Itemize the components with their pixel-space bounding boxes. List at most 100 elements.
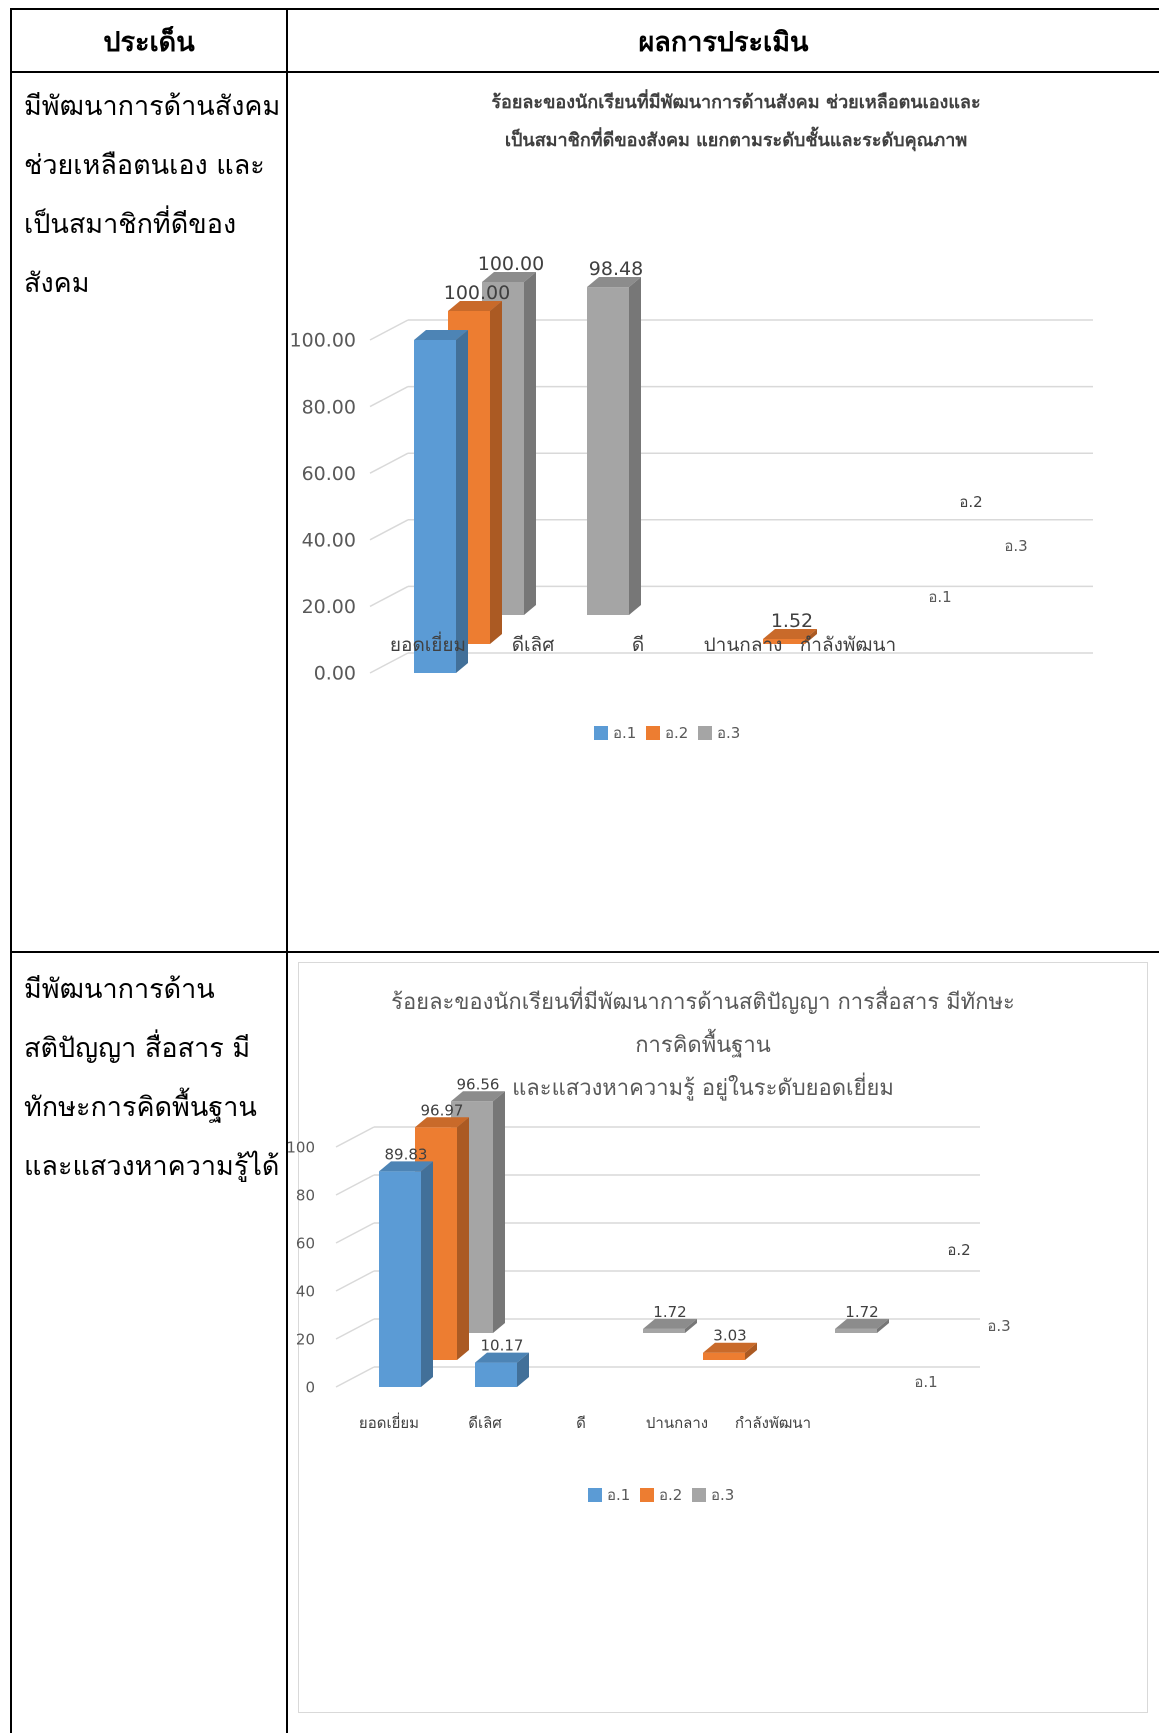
data-label: 3.03 — [713, 1327, 746, 1345]
y-tick-label: 40 — [296, 1282, 315, 1300]
chart-social-development: ร้อยละของนักเรียนที่มีพัฒนาการด้านสังคม … — [290, 89, 1093, 742]
bar-top — [379, 1161, 433, 1172]
bar-side — [629, 277, 641, 615]
legend-swatch — [692, 1488, 706, 1502]
bar-side — [805, 628, 817, 644]
chart2-frame — [298, 962, 1148, 1713]
bar-top — [448, 301, 502, 311]
row1-issue-line: ช่วยเหลือตนเอง และ — [24, 150, 265, 181]
bar-top — [451, 1091, 505, 1102]
bar-top — [587, 277, 641, 288]
chart-title-line: ร้อยละของนักเรียนที่มีพัฒนาการด้านสติปัญ… — [391, 986, 1015, 1015]
bar-อ.3-กำลังพัฒนา — [835, 1328, 877, 1333]
legend-swatch — [698, 726, 712, 740]
bar-อ.2-ปานกลาง — [763, 638, 805, 644]
table-border-middle — [286, 8, 288, 1733]
legend-swatch — [646, 726, 660, 740]
data-label: 1.52 — [771, 610, 813, 632]
table-border-left — [10, 8, 12, 1733]
x-tick-label: ยอดเยี่ยม — [359, 1412, 419, 1432]
chart-title-line: เป็นสมาชิกที่ดีของสังคม แยกตามระดับชั้นแ… — [505, 126, 967, 152]
y-tick-label: 0.00 — [314, 663, 356, 685]
legend-swatch — [640, 1488, 654, 1502]
bar-top — [763, 628, 817, 639]
bar-top — [415, 1117, 469, 1128]
header-issue: ประเด็น — [103, 26, 195, 58]
bar-side — [685, 1318, 697, 1333]
bar-side — [524, 272, 536, 615]
gridline-depth — [335, 1174, 375, 1196]
row2-issue: มีพัฒนาการด้าน สติปัญญา สื่อสาร มี ทักษะ… — [24, 960, 284, 1196]
legend-swatch — [588, 1488, 602, 1502]
gridline-depth — [335, 1270, 375, 1292]
bar-อ.2-ปานกลาง — [703, 1352, 745, 1360]
depth-axis-label: อ.3 — [987, 1317, 1010, 1335]
legend-label: อ.2 — [665, 724, 688, 742]
row2-issue-line: สติปัญญา สื่อสาร มี — [24, 1033, 251, 1064]
bar-อ.1-ยอดเยี่ยม — [379, 1171, 421, 1387]
bar-top — [414, 330, 468, 340]
gridline-depth — [369, 585, 409, 608]
depth-axis-label: อ.3 — [1004, 537, 1027, 555]
x-tick-label: ดีเลิศ — [512, 634, 555, 656]
legend-swatch — [594, 726, 608, 740]
row1-issue: มีพัฒนาการด้านสังคม ช่วยเหลือตนเอง และ เ… — [24, 77, 284, 313]
data-label: 96.97 — [421, 1101, 464, 1119]
bar-side — [490, 301, 502, 644]
y-tick-label: 80 — [296, 1186, 315, 1204]
y-tick-label: 100 — [286, 1138, 315, 1156]
bar-side — [457, 1117, 469, 1360]
bar-side — [745, 1342, 757, 1360]
gridline-depth — [335, 1318, 375, 1340]
bar-side — [456, 330, 468, 673]
row1-issue-line: สังคม — [24, 268, 90, 299]
bar-อ.1-ยอดเยี่ยม — [414, 340, 456, 673]
legend-label: อ.3 — [711, 1486, 734, 1504]
bar-top — [482, 272, 536, 282]
x-tick-label: ดีเลิศ — [468, 1414, 502, 1432]
x-tick-label: กำลังพัฒนา — [735, 1414, 811, 1432]
y-tick-label: 80.00 — [302, 396, 356, 418]
y-tick-label: 60 — [296, 1234, 315, 1252]
depth-axis-label: อ.2 — [947, 1241, 970, 1259]
bar-top — [643, 1318, 697, 1329]
bar-อ.3-ดีเลิศ — [587, 287, 629, 615]
depth-axis-label: อ.2 — [959, 493, 982, 511]
bar-top — [703, 1342, 757, 1353]
gridline-depth — [369, 385, 409, 408]
data-label: 100.00 — [478, 253, 544, 275]
row1-issue-line: มีพัฒนาการด้านสังคม — [24, 91, 281, 122]
bar-top — [475, 1352, 529, 1363]
bar-อ.3-ดี — [643, 1328, 685, 1333]
gridline-depth — [335, 1222, 375, 1244]
legend-label: อ.2 — [659, 1486, 682, 1504]
y-tick-label: 40.00 — [302, 529, 356, 551]
legend-label: อ.3 — [717, 724, 740, 742]
data-label: 96.56 — [457, 1075, 500, 1093]
header-result: ผลการประเมิน — [638, 26, 809, 58]
legend-label: อ.1 — [607, 1486, 630, 1504]
gridline-depth — [335, 1366, 375, 1388]
data-label: 89.83 — [385, 1145, 428, 1163]
chart-intellectual-development: ร้อยละของนักเรียนที่มีพัฒนาการด้านสติปัญ… — [286, 986, 1015, 1504]
chart-title-line: ร้อยละของนักเรียนที่มีพัฒนาการด้านสังคม … — [491, 89, 980, 113]
x-tick-label: ดี — [632, 634, 644, 656]
data-label: 98.48 — [589, 258, 643, 280]
data-label: 1.72 — [653, 1303, 686, 1321]
x-tick-label: กำลังพัฒนา — [800, 634, 896, 656]
gridline-depth — [335, 1126, 375, 1148]
data-label: 100.00 — [444, 282, 510, 304]
y-tick-label: 0 — [305, 1378, 315, 1396]
bar-อ.1-ดีเลิศ — [475, 1362, 517, 1387]
data-label: 10.17 — [481, 1337, 524, 1355]
y-tick-label: 60.00 — [302, 463, 356, 485]
depth-axis-label: อ.1 — [928, 588, 951, 606]
row2-issue-line: มีพัฒนาการด้าน — [24, 974, 215, 1005]
depth-axis-label: อ.1 — [914, 1373, 937, 1391]
bar-top — [835, 1318, 889, 1329]
chart-title-line: การคิดพื้นฐาน — [635, 1029, 771, 1058]
data-label: 1.72 — [845, 1303, 878, 1321]
bar-side — [493, 1091, 505, 1333]
bar-side — [517, 1352, 529, 1387]
bar-side — [421, 1161, 433, 1387]
